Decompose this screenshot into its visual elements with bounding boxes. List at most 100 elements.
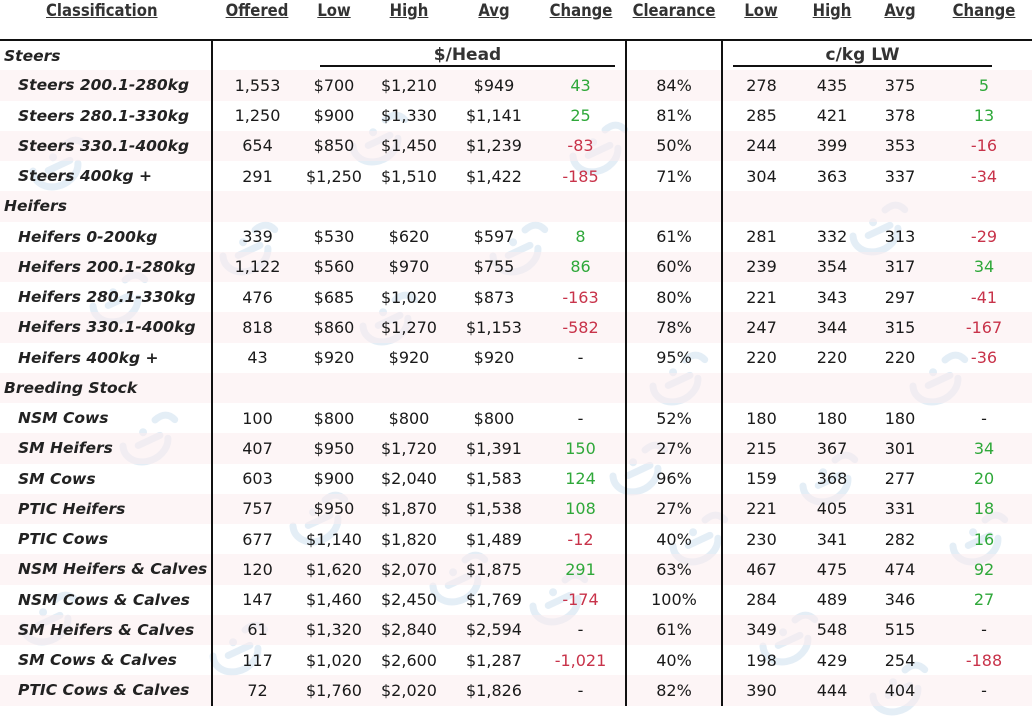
kg-low-cell: 285 — [721, 100, 800, 131]
col-header-low: Low — [317, 1, 351, 20]
avg-cell: $1,826 — [452, 675, 536, 706]
avg-cell: $1,287 — [466, 650, 522, 670]
clearance-cell: 63% — [626, 554, 722, 585]
offered-cell: 61 — [211, 614, 302, 645]
avg-cell: $800 — [473, 408, 515, 428]
classification-label: NSM Cows — [18, 409, 109, 428]
col-header-high: High — [389, 1, 429, 20]
high-cell: $1,720 — [366, 433, 452, 464]
clearance-cell: 100% — [651, 590, 697, 610]
kg-low-cell: 230 — [721, 524, 800, 555]
table-row: SM Heifers & Calves 61 $1,320 $2,840 $2,594-… — [0, 614, 1032, 645]
kg-change-cell: 34 — [936, 251, 1032, 282]
high-cell: $1,820 — [381, 529, 437, 549]
classification-label: NSM Cows & Calves — [18, 590, 190, 609]
clearance-cell: 40% — [656, 650, 692, 670]
kg-change-cell: -36 — [970, 348, 998, 368]
low-cell: $920 — [313, 348, 355, 368]
classification-label: Heifers 200.1-280kg — [0, 251, 212, 282]
col-header-clearance: Clearance — [632, 1, 716, 20]
kg-high-cell: 399 — [800, 130, 864, 161]
kg-high-cell: 421 — [816, 106, 848, 126]
kg-change-cell: - — [981, 408, 987, 428]
kg-low-cell: 221 — [721, 493, 800, 524]
change-cell: -83 — [536, 130, 627, 161]
high-cell: $1,270 — [366, 312, 452, 343]
high-cell: $1,450 — [366, 130, 452, 161]
table-row: PTIC Cows 677 $1,140 $1,820 $1,489 -12 40% 230 3… — [0, 524, 1032, 555]
kg-change-cell: 5 — [936, 70, 1032, 101]
empty-cell — [366, 191, 452, 222]
avg-cell: $1,538 — [452, 493, 536, 524]
table-row: Steers 330.1-400kg 654 $850 $1,450 $1,239 -83… — [0, 130, 1032, 161]
low-cell: $1,760 — [302, 675, 366, 706]
low-cell: $685 — [313, 287, 355, 307]
kg-avg-cell: 353 — [864, 130, 936, 161]
kg-change-cell: -188 — [965, 650, 1003, 670]
kg-high-cell: 363 — [816, 166, 848, 186]
high-cell: $970 — [366, 251, 452, 282]
offered-cell: 654 — [211, 130, 302, 161]
col-header-avg: Avg — [478, 1, 510, 20]
table-row: NSM Cows & Calves 147 $1,460 $2,450 $1,769 -1… — [0, 584, 1032, 615]
kg-change-cell: 13 — [973, 106, 995, 126]
kg-change-cell: 16 — [973, 529, 995, 549]
col-header-kg-low: Low — [744, 1, 778, 20]
section-label: Heifers — [0, 191, 212, 222]
low-cell: $900 — [313, 469, 355, 489]
offered-cell: 1,553 — [211, 70, 302, 101]
low-cell: $700 — [302, 70, 366, 101]
low-cell: $1,020 — [306, 650, 362, 670]
clearance-cell: 84% — [626, 70, 722, 101]
high-cell: $2,600 — [381, 650, 437, 670]
table-row: Heifers 200.1-280kg 1,122 $560 $970 $755 86 60… — [0, 251, 1032, 282]
kg-low-cell: 281 — [721, 221, 800, 252]
kg-high-cell: 405 — [800, 493, 864, 524]
change-cell: 86 — [536, 251, 627, 282]
offered-cell: 147 — [211, 584, 302, 615]
col-header-change: Change — [549, 1, 613, 20]
kg-high-cell: 429 — [816, 650, 848, 670]
offered-cell: 291 — [211, 161, 302, 192]
table-row: Steers 400kg + 291 $1,250 $1,510 $1,422 -185 7… — [0, 161, 1032, 192]
table-row: SM Heifers 407 $950 $1,720 $1,391 150 27% 215 36… — [0, 433, 1032, 464]
section-row: Heifers — [0, 191, 1032, 222]
table-row: NSM Cows 100 $800 $800 $800 - 52% 180 180 180 - — [0, 403, 1032, 434]
col-header-kg-high: High — [812, 1, 852, 20]
empty-cell — [626, 372, 722, 403]
spacer-cell — [211, 40, 302, 71]
kg-change-cell: -41 — [970, 287, 998, 307]
classification-label: PTIC Cows & Calves — [0, 675, 212, 706]
table-row: Heifers 0-200kg 339 $530 $620 $597 8 61% 281 332… — [0, 221, 1032, 252]
offered-cell: 72 — [211, 675, 302, 706]
offered-cell: 818 — [211, 312, 302, 343]
offered-cell: 407 — [211, 433, 302, 464]
table-row: NSM Heifers & Calves 120 $1,620 $2,070 $1,87… — [0, 554, 1032, 585]
table-row: Steers 200.1-280kg 1,553 $700 $1,210 $949 43 8… — [0, 70, 1032, 101]
kg-avg-cell: 180 — [884, 408, 916, 428]
empty-cell — [800, 372, 864, 403]
offered-cell: 120 — [211, 554, 302, 585]
kg-change-cell: 34 — [936, 433, 1032, 464]
kg-high-cell: 548 — [800, 614, 864, 645]
avg-cell: $873 — [473, 287, 515, 307]
kg-avg-cell: 337 — [884, 166, 916, 186]
unit-header-kg: c/kg LW — [733, 45, 992, 67]
table-body: Steers $/Head c/kg LW Steers 200.1-280kg 1,5… — [0, 40, 1032, 706]
low-cell: $1,620 — [302, 554, 366, 585]
change-cell: - — [536, 403, 627, 434]
kg-high-cell: 444 — [800, 675, 864, 706]
kg-change-cell: - — [936, 614, 1032, 645]
kg-avg-cell: 282 — [884, 529, 916, 549]
table-row: Steers 280.1-330kg 1,250 $900 $1,330 $1,141 2… — [0, 100, 1032, 131]
kg-low-cell: 390 — [721, 675, 800, 706]
kg-low-cell: 221 — [721, 282, 800, 313]
table-row: PTIC Heifers 757 $950 $1,870 $1,538 108 27% 221… — [0, 493, 1032, 524]
classification-label: Heifers 0-200kg — [18, 227, 158, 246]
offered-cell: 339 — [211, 221, 302, 252]
kg-avg-cell: 375 — [864, 70, 936, 101]
clearance-cell: 52% — [656, 408, 692, 428]
kg-avg-cell: 404 — [864, 675, 936, 706]
avg-cell: $1,239 — [452, 130, 536, 161]
kg-high-cell: 332 — [816, 227, 848, 247]
